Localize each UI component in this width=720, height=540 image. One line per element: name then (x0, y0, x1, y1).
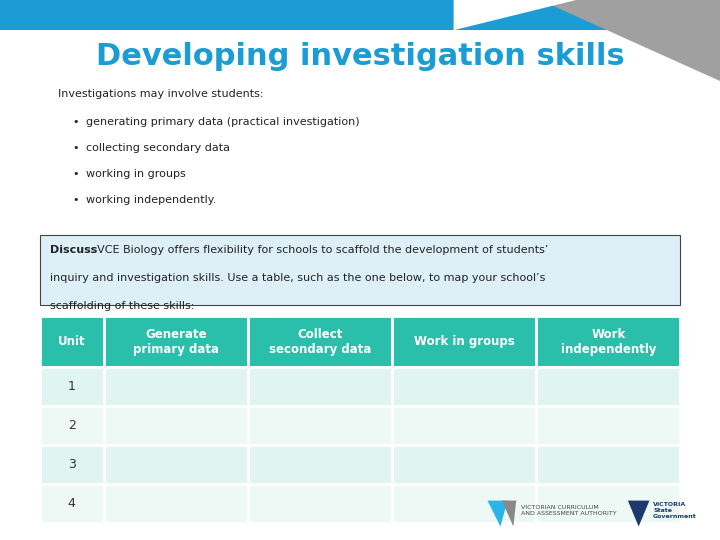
Text: Generate
primary data: Generate primary data (132, 328, 219, 355)
Polygon shape (540, 0, 720, 81)
Text: working independently.: working independently. (86, 195, 217, 205)
Text: inquiry and investigation skills. Use a table, such as the one below, to map you: inquiry and investigation skills. Use a … (50, 273, 546, 283)
FancyBboxPatch shape (392, 445, 536, 484)
FancyBboxPatch shape (392, 484, 536, 523)
FancyBboxPatch shape (536, 316, 680, 367)
Text: VICTORIA
State
Government: VICTORIA State Government (653, 502, 697, 518)
FancyBboxPatch shape (104, 484, 248, 523)
Text: working in groups: working in groups (86, 169, 186, 179)
Polygon shape (502, 501, 516, 526)
FancyBboxPatch shape (40, 367, 104, 406)
FancyBboxPatch shape (248, 367, 392, 406)
FancyBboxPatch shape (392, 316, 536, 367)
FancyBboxPatch shape (536, 367, 680, 406)
Text: 3: 3 (68, 458, 76, 471)
Text: Unit: Unit (58, 335, 86, 348)
FancyBboxPatch shape (392, 367, 536, 406)
FancyBboxPatch shape (248, 445, 392, 484)
FancyBboxPatch shape (104, 445, 248, 484)
Text: scaffolding of these skills:: scaffolding of these skills: (50, 301, 195, 311)
Text: 1: 1 (68, 380, 76, 393)
Text: generating primary data (practical investigation): generating primary data (practical inves… (86, 117, 360, 127)
FancyBboxPatch shape (104, 406, 248, 445)
FancyBboxPatch shape (104, 316, 248, 367)
Polygon shape (454, 0, 576, 30)
FancyBboxPatch shape (248, 484, 392, 523)
FancyBboxPatch shape (40, 235, 680, 305)
Text: Developing investigation skills: Developing investigation skills (96, 42, 624, 71)
Text: 2: 2 (68, 419, 76, 432)
Text: collecting secondary data: collecting secondary data (86, 143, 230, 153)
Text: •: • (72, 169, 79, 179)
FancyBboxPatch shape (40, 316, 104, 367)
FancyBboxPatch shape (40, 406, 104, 445)
FancyBboxPatch shape (536, 406, 680, 445)
Text: Work
independently: Work independently (561, 328, 656, 355)
Text: •: • (72, 195, 79, 205)
Text: Collect
secondary data: Collect secondary data (269, 328, 371, 355)
Polygon shape (487, 501, 508, 526)
FancyBboxPatch shape (248, 406, 392, 445)
FancyBboxPatch shape (40, 445, 104, 484)
Text: Investigations may involve students:: Investigations may involve students: (58, 89, 263, 99)
Text: Work in groups: Work in groups (414, 335, 515, 348)
Text: 4: 4 (68, 497, 76, 510)
Bar (0, 0, 720, 30)
FancyBboxPatch shape (536, 445, 680, 484)
FancyBboxPatch shape (40, 484, 104, 523)
FancyBboxPatch shape (104, 367, 248, 406)
Text: Discuss: Discuss (50, 245, 98, 255)
Text: : VCE Biology offers flexibility for schools to scaffold the development of stud: : VCE Biology offers flexibility for sch… (90, 245, 549, 255)
FancyBboxPatch shape (392, 406, 536, 445)
Text: •: • (72, 117, 79, 127)
Text: •: • (72, 143, 79, 153)
Text: VICTORIAN CURRICULUM
AND ASSESSMENT AUTHORITY: VICTORIAN CURRICULUM AND ASSESSMENT AUTH… (521, 505, 616, 516)
FancyBboxPatch shape (248, 316, 392, 367)
Polygon shape (628, 501, 649, 526)
FancyBboxPatch shape (536, 484, 680, 523)
